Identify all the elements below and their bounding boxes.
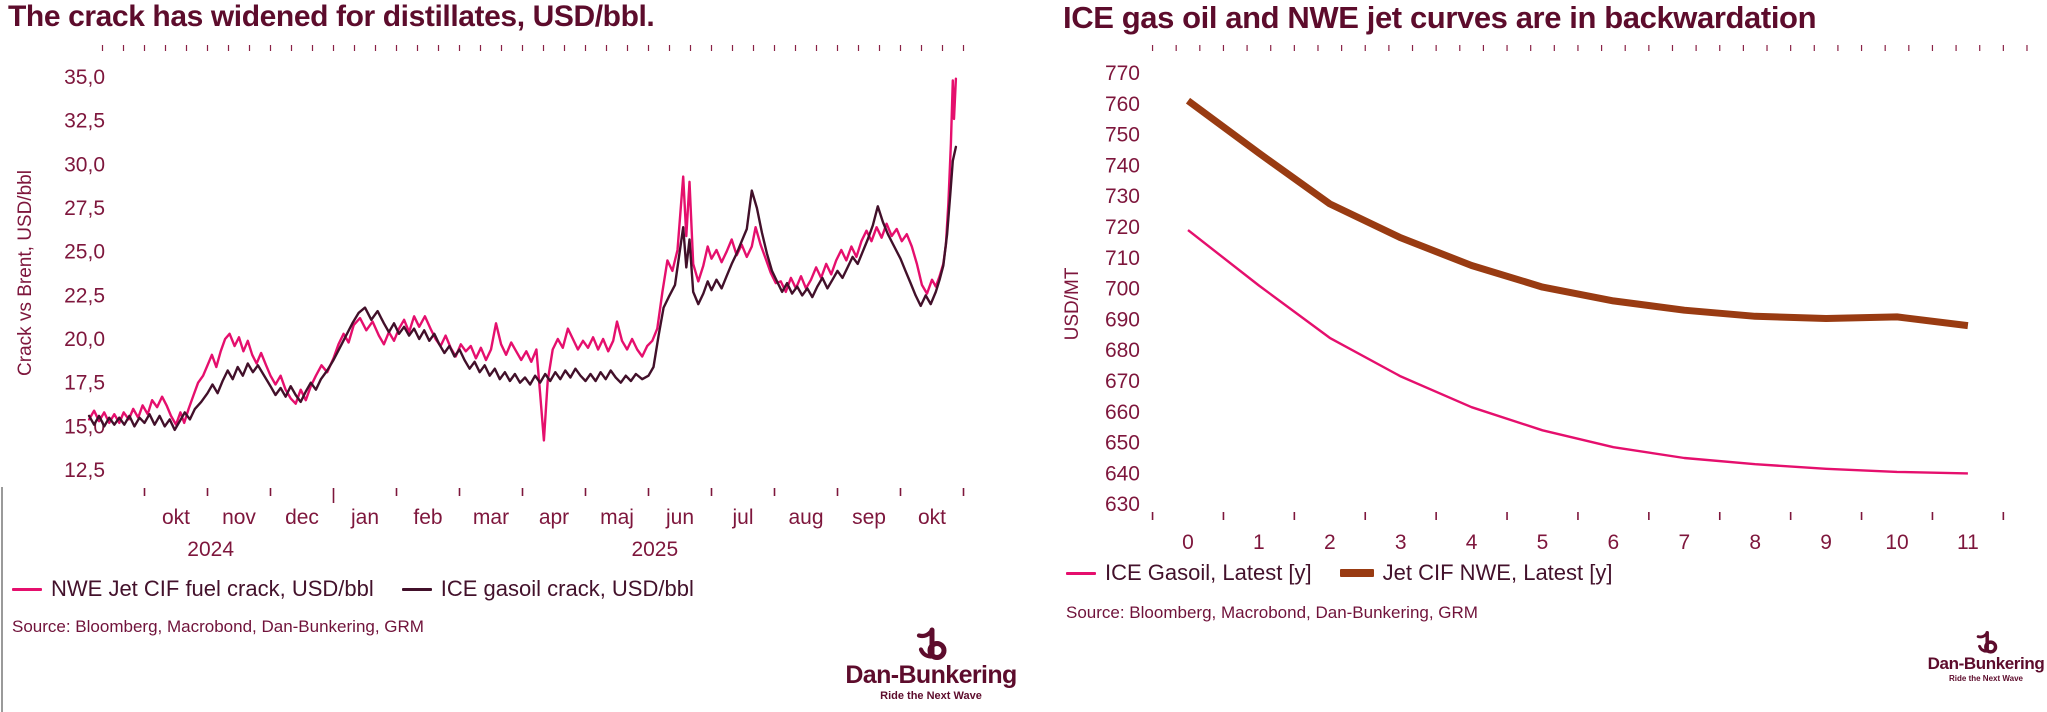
logo-name: Dan-Bunkering xyxy=(845,661,1017,689)
svg-text:3: 3 xyxy=(1395,531,1407,554)
svg-text:jan: jan xyxy=(350,506,379,529)
dan-bunkering-logo: Dan-Bunkering Ride the Next Wave xyxy=(1927,630,2045,683)
svg-text:760: 760 xyxy=(1105,93,1140,116)
page-edge-line xyxy=(1,487,3,712)
legend-swatch-pink xyxy=(1066,571,1096,575)
legend-label: Jet CIF NWE, Latest [y] xyxy=(1382,560,1613,585)
svg-text:mar: mar xyxy=(473,506,509,529)
svg-text:7: 7 xyxy=(1678,531,1690,554)
svg-text:feb: feb xyxy=(413,506,442,529)
svg-text:30,0: 30,0 xyxy=(64,153,105,176)
svg-text:sep: sep xyxy=(852,506,886,529)
svg-text:2: 2 xyxy=(1324,531,1336,554)
svg-text:12,5: 12,5 xyxy=(64,459,105,482)
svg-text:dec: dec xyxy=(285,506,319,529)
svg-text:630: 630 xyxy=(1105,493,1140,516)
svg-text:11: 11 xyxy=(1957,531,1979,554)
right-chart: 7707607507407307207107006906806706606506… xyxy=(1062,45,2028,554)
svg-text:okt: okt xyxy=(918,506,946,529)
right-chart-title: ICE gas oil and NWE jet curves are in ba… xyxy=(1063,0,1817,35)
legend-swatch-maroon xyxy=(401,587,432,591)
right-chart-panel: ICE gas oil and NWE jet curves are in ba… xyxy=(1060,0,2047,712)
svg-text:640: 640 xyxy=(1105,462,1140,485)
svg-text:8: 8 xyxy=(1749,531,1761,554)
left-legend: NWE Jet CIF fuel crack, USD/bbl ICE gaso… xyxy=(12,576,694,602)
legend-label: NWE Jet CIF fuel crack, USD/bbl xyxy=(51,576,374,601)
svg-text:710: 710 xyxy=(1105,247,1140,270)
svg-text:750: 750 xyxy=(1105,124,1140,147)
svg-text:0: 0 xyxy=(1182,531,1194,554)
svg-text:720: 720 xyxy=(1105,216,1140,239)
svg-text:27,5: 27,5 xyxy=(64,197,105,220)
anchor-b-icon xyxy=(916,627,947,660)
svg-text:okt: okt xyxy=(162,506,190,529)
svg-text:jun: jun xyxy=(665,506,694,529)
svg-text:20,0: 20,0 xyxy=(64,328,105,351)
svg-text:690: 690 xyxy=(1105,308,1140,331)
legend-swatch-brown xyxy=(1339,569,1374,577)
svg-text:22,5: 22,5 xyxy=(64,284,105,307)
svg-text:670: 670 xyxy=(1105,370,1140,393)
legend-item: ICE Gasoil, Latest [y] xyxy=(1066,560,1312,586)
svg-text:25,0: 25,0 xyxy=(64,241,105,264)
svg-text:35,0: 35,0 xyxy=(64,66,105,89)
svg-text:1: 1 xyxy=(1253,531,1265,554)
right-source-note: Source: Bloomberg, Macrobond, Dan-Bunker… xyxy=(1066,603,1478,622)
svg-text:maj: maj xyxy=(600,506,634,529)
left-chart: 35,032,530,027,525,022,520,017,515,012,5… xyxy=(15,45,965,561)
legend-item: NWE Jet CIF fuel crack, USD/bbl xyxy=(12,576,374,602)
legend-swatch-pink xyxy=(12,587,42,591)
legend-label: ICE gasoil crack, USD/bbl xyxy=(440,576,694,601)
left-chart-panel: The crack has widened for distillates, U… xyxy=(0,0,1017,712)
svg-text:6: 6 xyxy=(1608,531,1620,554)
svg-text:4: 4 xyxy=(1466,531,1478,554)
svg-text:9: 9 xyxy=(1820,531,1832,554)
left-source-note: Source: Bloomberg, Macrobond, Dan-Bunker… xyxy=(12,617,424,636)
svg-text:Crack vs Brent, USD/bbl: Crack vs Brent, USD/bbl xyxy=(15,170,36,376)
left-chart-title: The crack has widened for distillates, U… xyxy=(8,0,655,33)
svg-text:730: 730 xyxy=(1105,185,1140,208)
svg-text:32,5: 32,5 xyxy=(64,110,105,133)
svg-text:700: 700 xyxy=(1105,278,1140,301)
legend-item: Jet CIF NWE, Latest [y] xyxy=(1339,560,1613,586)
anchor-b-icon xyxy=(1976,631,1997,654)
svg-text:660: 660 xyxy=(1105,401,1140,424)
legend-label: ICE Gasoil, Latest [y] xyxy=(1105,560,1312,585)
svg-text:2025: 2025 xyxy=(631,538,678,561)
svg-text:10: 10 xyxy=(1885,531,1908,554)
svg-text:17,5: 17,5 xyxy=(64,372,105,395)
svg-text:5: 5 xyxy=(1537,531,1549,554)
dan-bunkering-logo: Dan-Bunkering Ride the Next Wave xyxy=(845,626,1017,702)
svg-text:2024: 2024 xyxy=(187,538,234,561)
svg-text:aug: aug xyxy=(788,506,823,529)
right-legend: ICE Gasoil, Latest [y] Jet CIF NWE, Late… xyxy=(1066,560,1612,586)
svg-text:USD/MT: USD/MT xyxy=(1062,267,1083,340)
svg-text:jul: jul xyxy=(731,506,753,529)
svg-text:770: 770 xyxy=(1105,62,1140,85)
logo-name: Dan-Bunkering xyxy=(1927,654,2045,673)
svg-text:apr: apr xyxy=(539,506,569,529)
svg-text:680: 680 xyxy=(1105,339,1140,362)
logo-tagline: Ride the Next Wave xyxy=(880,690,982,703)
logo-tagline: Ride the Next Wave xyxy=(1949,673,2023,683)
legend-item: ICE gasoil crack, USD/bbl xyxy=(401,576,694,602)
svg-text:nov: nov xyxy=(222,506,256,529)
svg-text:740: 740 xyxy=(1105,154,1140,177)
svg-text:650: 650 xyxy=(1105,432,1140,455)
